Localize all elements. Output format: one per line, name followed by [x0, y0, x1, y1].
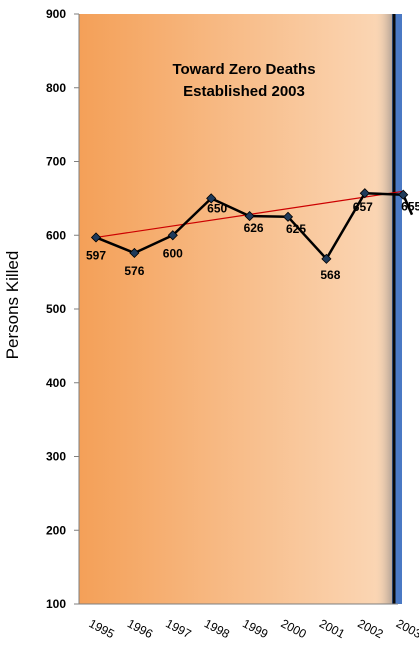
x-tick-label: 2003	[394, 616, 419, 641]
plot-background-edge	[374, 14, 392, 604]
data-label: 600	[163, 246, 183, 260]
y-tick-label: 500	[46, 302, 66, 316]
series-line	[95, 191, 414, 261]
y-tick-label: 400	[46, 376, 66, 390]
plot-background	[79, 14, 392, 604]
x-tick-label: 1996	[125, 616, 155, 641]
data-point-marker	[282, 211, 294, 222]
x-tick-label: 1999	[240, 616, 270, 641]
y-tick-label: 700	[46, 155, 66, 169]
data-label: 568	[320, 268, 340, 282]
data-label: 657	[353, 200, 373, 214]
x-tick-label: 1998	[202, 616, 232, 641]
y-tick-label: 900	[46, 7, 66, 21]
y-tick-label: 800	[46, 81, 66, 95]
highlight-band	[392, 14, 402, 604]
annotation-line: Toward Zero Deaths	[172, 61, 315, 78]
data-label: 597	[86, 248, 106, 262]
data-label: 650	[207, 201, 227, 215]
y-tick-label: 100	[46, 597, 66, 611]
annotation-line: Established 2003	[183, 83, 305, 100]
data-point-marker	[167, 230, 178, 241]
data-label: 625	[286, 222, 306, 236]
data-point-marker	[359, 188, 370, 199]
data-label: 626	[244, 221, 264, 235]
data-point-marker	[321, 253, 332, 264]
x-tick-label: 1997	[163, 616, 193, 641]
y-axis-title: Persons Killed	[3, 251, 22, 360]
data-point-marker	[398, 189, 409, 200]
x-tick-label: 2002	[355, 616, 385, 641]
data-point-marker	[90, 232, 102, 243]
data-label: 655	[401, 200, 419, 214]
y-tick-label: 600	[46, 228, 66, 242]
x-tick-label: 1995	[87, 616, 117, 641]
data-point-marker	[206, 193, 217, 204]
x-tick-label: 2000	[279, 616, 309, 641]
x-tick-label: 2001	[317, 616, 347, 641]
y-tick-label: 300	[46, 450, 66, 464]
data-point-marker	[244, 211, 255, 222]
data-label: 576	[124, 264, 144, 278]
y-tick-label: 200	[46, 523, 66, 537]
data-point-marker	[129, 247, 140, 259]
